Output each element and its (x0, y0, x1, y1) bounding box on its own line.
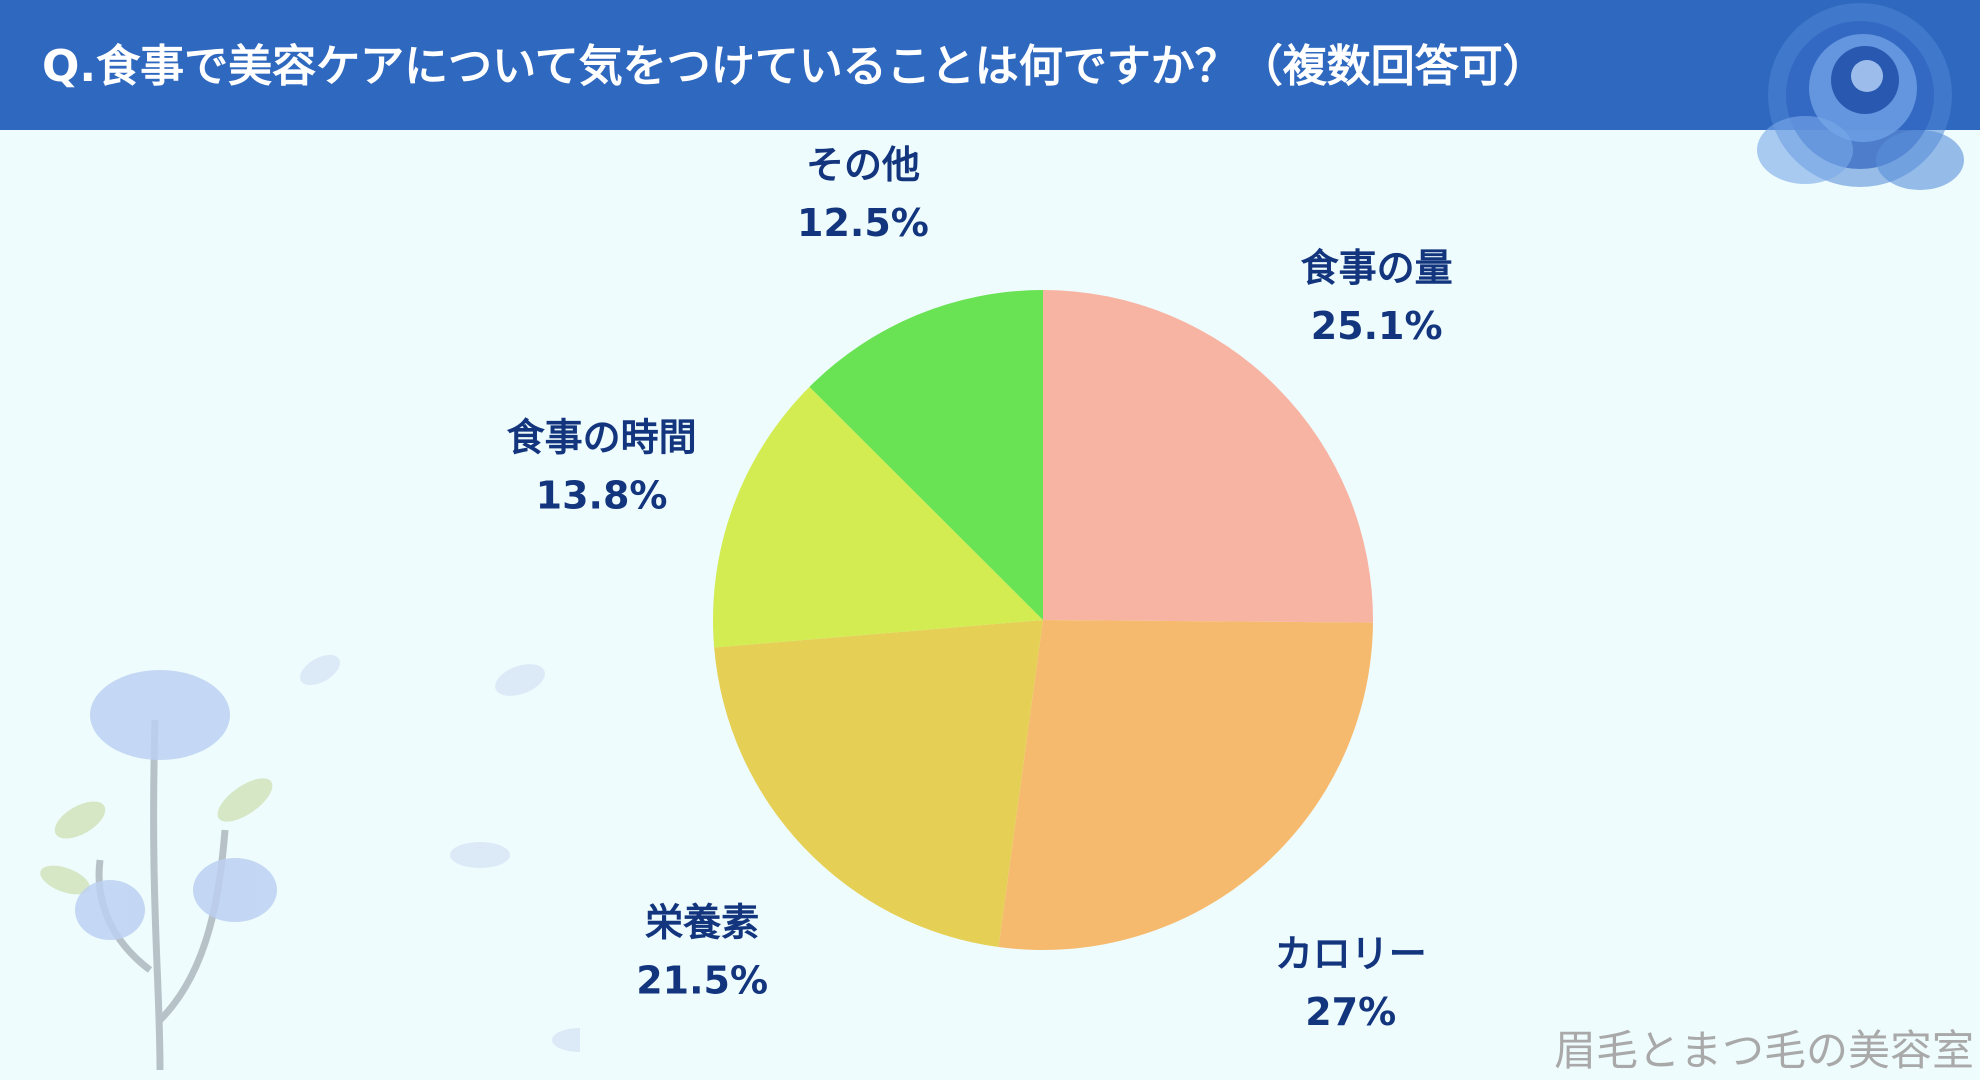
blue-rose-stem-illustration (40, 654, 580, 1071)
slice-label: 栄養素 (645, 901, 759, 945)
slice-label: 食事の量 (1301, 246, 1453, 290)
pie-slice-2 (998, 620, 1373, 950)
watermark-text: 眉毛とまつ毛の美容室 (1553, 1026, 1974, 1075)
slice-value-label: 12.5% (797, 201, 929, 245)
slice-value-label: 25.1% (1311, 304, 1443, 348)
slice-label: 食事の時間 (507, 416, 697, 460)
question-title: Q.食事で美容ケアについて気をつけていることは何ですか？（複数回答可） (42, 41, 1547, 92)
pie-slice-5 (809, 290, 1043, 620)
slice-label: カロリー (1275, 932, 1427, 976)
slice-label: その他 (806, 143, 920, 187)
slice-value-label: 13.8% (536, 474, 668, 518)
header-bar: Q.食事で美容ケアについて気をつけていることは何ですか？（複数回答可） (0, 0, 1980, 130)
blue-rose-illustration (1757, 3, 1964, 190)
pie-slice-1 (1043, 290, 1373, 623)
pie-slice-3 (714, 620, 1043, 947)
pie-slice-4 (713, 386, 1043, 648)
slice-value-label: 27% (1305, 990, 1396, 1034)
slice-value-label: 21.5% (636, 959, 768, 1003)
